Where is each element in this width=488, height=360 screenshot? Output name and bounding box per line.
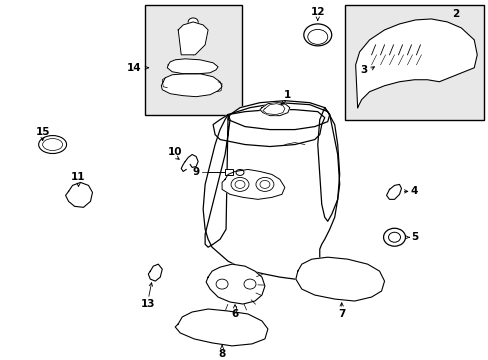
- Text: 15: 15: [35, 127, 50, 136]
- Polygon shape: [204, 114, 229, 247]
- Polygon shape: [260, 103, 289, 116]
- Ellipse shape: [235, 180, 244, 188]
- Text: 5: 5: [410, 232, 417, 242]
- Polygon shape: [213, 110, 324, 147]
- Polygon shape: [206, 264, 264, 304]
- Polygon shape: [263, 104, 285, 114]
- Text: 14: 14: [127, 63, 142, 73]
- Text: 7: 7: [337, 309, 345, 319]
- Ellipse shape: [216, 279, 227, 289]
- Text: 12: 12: [310, 7, 325, 17]
- Text: 4: 4: [410, 186, 417, 197]
- Text: 9: 9: [192, 167, 199, 177]
- Polygon shape: [222, 170, 285, 199]
- Polygon shape: [295, 257, 384, 301]
- Text: 2: 2: [451, 9, 458, 19]
- Ellipse shape: [230, 177, 248, 192]
- Text: 6: 6: [231, 309, 238, 319]
- Ellipse shape: [383, 228, 405, 246]
- Polygon shape: [175, 309, 267, 346]
- Ellipse shape: [260, 180, 269, 188]
- Ellipse shape: [255, 177, 273, 192]
- Ellipse shape: [188, 18, 198, 26]
- Ellipse shape: [236, 170, 244, 175]
- Text: 8: 8: [218, 349, 225, 359]
- Polygon shape: [65, 183, 92, 207]
- Polygon shape: [178, 22, 208, 55]
- Polygon shape: [355, 19, 476, 108]
- Ellipse shape: [303, 24, 331, 46]
- Polygon shape: [317, 108, 339, 221]
- Polygon shape: [161, 74, 222, 97]
- Bar: [145, 5, 242, 114]
- Polygon shape: [227, 101, 329, 130]
- Bar: [344, 5, 483, 120]
- Text: 11: 11: [71, 172, 85, 183]
- Ellipse shape: [307, 30, 327, 44]
- Ellipse shape: [244, 279, 255, 289]
- Text: 1: 1: [284, 90, 291, 100]
- Text: 10: 10: [168, 147, 182, 157]
- Bar: [224, 170, 233, 175]
- Ellipse shape: [39, 136, 66, 153]
- Text: 3: 3: [359, 65, 366, 75]
- Polygon shape: [148, 264, 162, 281]
- Polygon shape: [167, 59, 218, 74]
- Text: 13: 13: [141, 299, 155, 309]
- Ellipse shape: [42, 139, 62, 150]
- Ellipse shape: [388, 232, 400, 242]
- Polygon shape: [203, 103, 339, 281]
